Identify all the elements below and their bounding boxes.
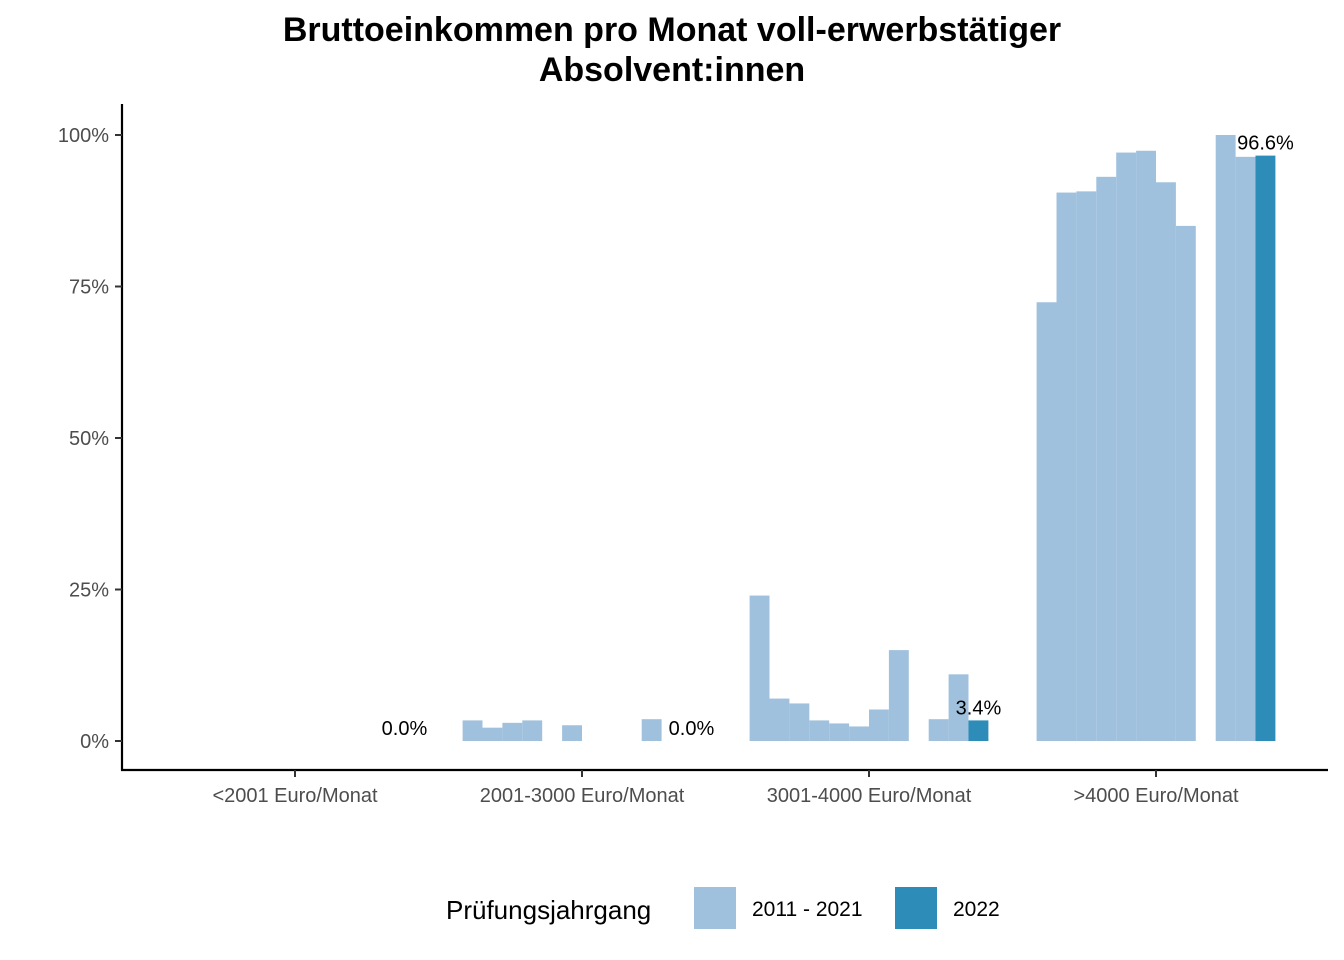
y-tick-label-25: 25%: [69, 580, 109, 602]
bar-4-2011: [1036, 302, 1057, 741]
bar-4-2017: [1156, 182, 1176, 741]
bar-3-2021: [948, 674, 969, 741]
bar-4-2020: [1215, 135, 1236, 741]
data-label-3: 3.4%: [956, 697, 1002, 719]
bar-4-2021: [1235, 156, 1256, 742]
bar-4-2013: [1076, 191, 1097, 741]
bar-3-2012: [769, 698, 790, 741]
bar-2-2013: [502, 722, 523, 741]
data-label-1: 0.0%: [382, 718, 428, 740]
x-tick-label-2: 2001-3000 Euro/Monat: [480, 785, 685, 807]
bar-3-2014: [809, 720, 830, 741]
chart-title-line-1: Bruttoeinkommen pro Monat voll-erwerbstä…: [282, 11, 1062, 49]
bar-2-2012: [482, 727, 503, 741]
bar-2-2011: [462, 720, 483, 741]
bar-3-2016: [849, 726, 869, 741]
legend-key-1: [694, 887, 736, 929]
y-tick-label-0: 0%: [80, 731, 109, 753]
legend-key-2: [895, 887, 937, 929]
x-tick-label-4: >4000 Euro/Monat: [1073, 785, 1239, 807]
bar-2-2014: [522, 720, 543, 741]
bar-3-2018: [888, 650, 909, 741]
x-tick-label-3: 3001-4000 Euro/Monat: [767, 785, 972, 807]
bar-4-2022: [1255, 155, 1276, 741]
bar-3-2022: [968, 720, 989, 741]
bar-3-2017: [869, 709, 889, 741]
bar-4-2012: [1056, 192, 1077, 741]
data-label-4: 96.6%: [1237, 133, 1294, 155]
bar-4-2015: [1116, 152, 1137, 742]
bar-3-2015: [829, 723, 850, 741]
y-tick-label-100: 100%: [58, 125, 109, 147]
bar-4-2016: [1136, 150, 1156, 742]
bar-4-2018: [1175, 225, 1196, 741]
bar-3-2013: [789, 703, 810, 741]
legend-label-2: 2022: [953, 898, 1000, 921]
y-tick-label-75: 75%: [69, 277, 109, 299]
chart-title-line-2: Absolvent:innen: [538, 51, 806, 89]
bar-3-2011: [749, 595, 770, 741]
legend-title: Prüfungsjahrgang: [446, 895, 651, 925]
bar-2-2016: [562, 725, 582, 741]
bar-3-2020: [928, 719, 949, 741]
y-tick-label-50: 50%: [69, 428, 109, 450]
bar-2-2020: [641, 719, 662, 741]
legend-label-1: 2011 - 2021: [752, 898, 863, 921]
bar-4-2014: [1096, 176, 1117, 742]
data-label-2: 0.0%: [669, 718, 715, 740]
x-tick-label-1: <2001 Euro/Monat: [212, 785, 378, 807]
